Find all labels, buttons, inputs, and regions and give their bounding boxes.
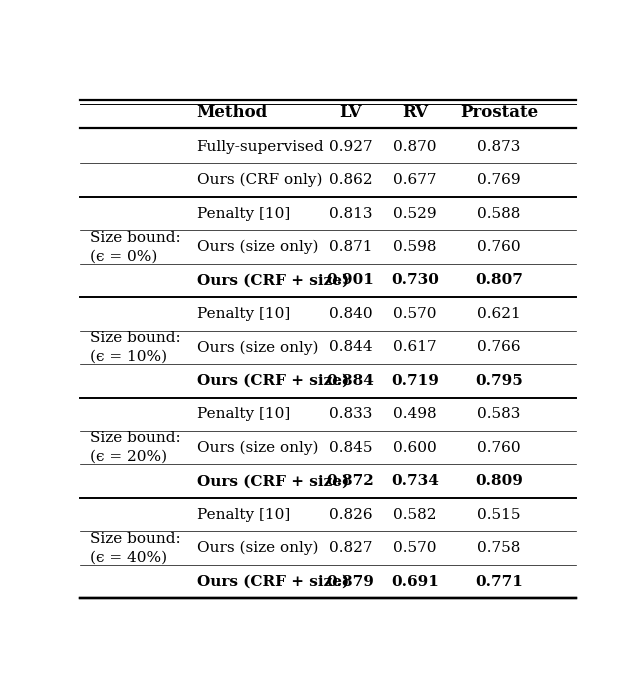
Text: 0.583: 0.583 <box>477 407 521 422</box>
Text: Penalty [10]: Penalty [10] <box>196 206 290 221</box>
Text: 0.827: 0.827 <box>328 541 372 555</box>
Text: Size bound:: Size bound: <box>90 231 180 244</box>
Text: 0.845: 0.845 <box>328 441 372 455</box>
Text: Size bound:: Size bound: <box>90 431 180 445</box>
Text: 0.873: 0.873 <box>477 140 521 154</box>
Text: 0.529: 0.529 <box>393 206 436 221</box>
Text: 0.871: 0.871 <box>328 240 372 254</box>
Text: 0.691: 0.691 <box>391 575 439 588</box>
Text: 0.771: 0.771 <box>475 575 523 588</box>
Text: 0.809: 0.809 <box>475 474 523 488</box>
Text: 0.582: 0.582 <box>393 507 436 522</box>
Text: 0.766: 0.766 <box>477 340 521 354</box>
Text: LV: LV <box>339 104 362 121</box>
Text: Size bound:: Size bound: <box>90 532 180 545</box>
Text: (ϵ = 10%): (ϵ = 10%) <box>90 350 167 364</box>
Text: 0.840: 0.840 <box>328 307 372 321</box>
Text: Ours (size only): Ours (size only) <box>196 541 318 555</box>
Text: 0.872: 0.872 <box>326 474 374 488</box>
Text: 0.833: 0.833 <box>328 407 372 422</box>
Text: 0.862: 0.862 <box>328 173 372 187</box>
Text: 0.677: 0.677 <box>393 173 436 187</box>
Text: 0.588: 0.588 <box>477 206 521 221</box>
Text: 0.598: 0.598 <box>393 240 436 254</box>
Text: 0.515: 0.515 <box>477 507 521 522</box>
Text: RV: RV <box>402 104 428 121</box>
Text: 0.621: 0.621 <box>477 307 521 321</box>
Text: Ours (size only): Ours (size only) <box>196 240 318 254</box>
Text: Penalty [10]: Penalty [10] <box>196 307 290 321</box>
Text: 0.927: 0.927 <box>328 140 372 154</box>
Text: 0.758: 0.758 <box>477 541 521 555</box>
Text: Ours (CRF + size): Ours (CRF + size) <box>196 575 349 588</box>
Text: 0.617: 0.617 <box>393 340 436 354</box>
Text: Ours (CRF only): Ours (CRF only) <box>196 173 322 187</box>
Text: 0.730: 0.730 <box>391 274 439 287</box>
Text: 0.769: 0.769 <box>477 173 521 187</box>
Text: Penalty [10]: Penalty [10] <box>196 507 290 522</box>
Text: 0.760: 0.760 <box>477 441 521 455</box>
Text: Ours (CRF + size): Ours (CRF + size) <box>196 374 349 387</box>
Text: Fully-supervised: Fully-supervised <box>196 140 324 154</box>
Text: 0.570: 0.570 <box>393 307 436 321</box>
Text: Penalty [10]: Penalty [10] <box>196 407 290 422</box>
Text: Method: Method <box>196 104 268 121</box>
Text: 0.813: 0.813 <box>328 206 372 221</box>
Text: Size bound:: Size bound: <box>90 331 180 345</box>
Text: 0.734: 0.734 <box>391 474 439 488</box>
Text: 0.901: 0.901 <box>326 274 374 287</box>
Text: 0.570: 0.570 <box>393 541 436 555</box>
Text: Ours (size only): Ours (size only) <box>196 340 318 355</box>
Text: 0.498: 0.498 <box>393 407 436 422</box>
Text: 0.884: 0.884 <box>326 374 374 387</box>
Text: Ours (CRF + size): Ours (CRF + size) <box>196 474 349 488</box>
Text: (ϵ = 40%): (ϵ = 40%) <box>90 550 167 565</box>
Text: Prostate: Prostate <box>460 104 538 121</box>
Text: 0.600: 0.600 <box>393 441 436 455</box>
Text: 0.807: 0.807 <box>475 274 523 287</box>
Text: 0.760: 0.760 <box>477 240 521 254</box>
Text: 0.844: 0.844 <box>328 340 372 354</box>
Text: 0.719: 0.719 <box>391 374 439 387</box>
Text: 0.879: 0.879 <box>326 575 374 588</box>
Text: 0.795: 0.795 <box>476 374 523 387</box>
Text: 0.826: 0.826 <box>328 507 372 522</box>
Text: 0.870: 0.870 <box>393 140 436 154</box>
Text: Ours (CRF + size): Ours (CRF + size) <box>196 274 349 287</box>
Text: (ϵ = 20%): (ϵ = 20%) <box>90 450 167 464</box>
Text: (ϵ = 0%): (ϵ = 0%) <box>90 249 157 264</box>
Text: Ours (size only): Ours (size only) <box>196 441 318 455</box>
